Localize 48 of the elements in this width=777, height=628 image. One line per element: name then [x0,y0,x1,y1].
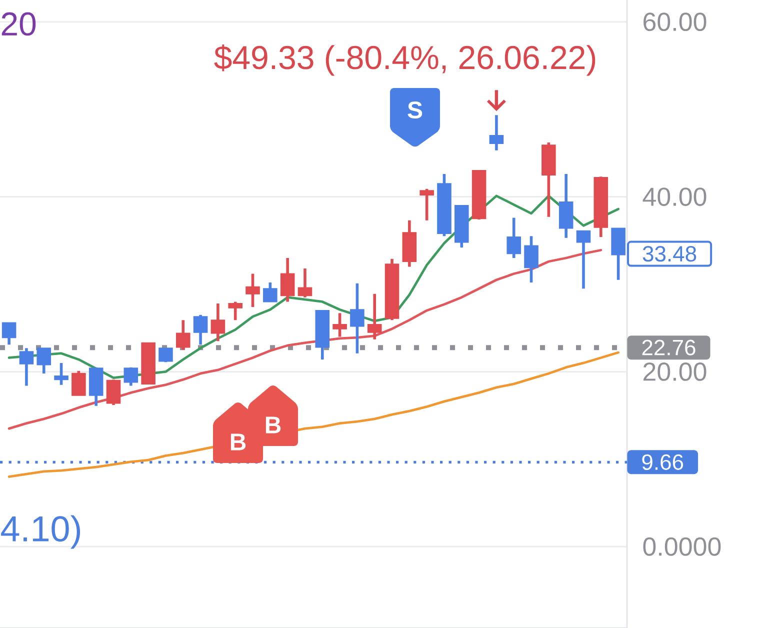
candlestick [558,172,574,240]
y-tick-label: 60.00 [644,12,706,32]
annotation: B [230,434,246,450]
candlestick [280,256,295,304]
candlestick [88,366,104,408]
candlestick [402,218,417,268]
candlestick [437,172,452,238]
candlestick [124,366,138,388]
candlestick [158,346,173,364]
candlestick [524,234,538,284]
candlestick [54,362,68,386]
candlestick [350,282,364,355]
candlestick [420,188,434,222]
candlestick [542,141,556,218]
ref-line-label: 22.76 [642,340,696,356]
candlestick [36,346,52,375]
annotation: 20 [2,12,36,36]
y-tick-label: 0.0000 [643,537,721,556]
candlestick [576,230,591,290]
y-tick-label: 20.00 [644,362,706,381]
candlestick [489,114,504,152]
y-tick-label: 40.00 [642,188,706,206]
candlestick [141,341,156,386]
candlestick [594,175,608,238]
candlestick [454,204,469,249]
candlestick [228,300,242,322]
ref-line-label: 9.66 [642,454,684,470]
text: 33.48 [642,246,696,262]
candlestick [472,169,486,221]
candlestick [72,369,86,397]
annotation: B [266,416,281,434]
candlestick [263,281,278,304]
candlestick [176,318,190,352]
candlestick [193,313,208,346]
candlestick [210,302,226,342]
annotation: S [408,101,422,118]
annotation: $49.33 (-80.4%, 26.06.22) [214,44,596,76]
candlestick [367,292,382,341]
candlestick [19,346,34,388]
candlestick [384,257,400,322]
candlestick [2,321,16,346]
candlestick [298,267,312,299]
candlestick [506,216,522,260]
annotation: 4.10) [1,515,80,549]
candlestick [246,272,260,308]
candlestick [332,312,347,338]
candlestick [315,309,330,361]
candlestick [106,378,121,406]
